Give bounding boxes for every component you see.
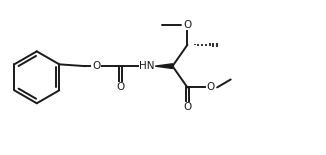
Text: HN: HN bbox=[139, 61, 154, 71]
Text: O: O bbox=[183, 20, 192, 30]
Text: O: O bbox=[207, 82, 215, 92]
Polygon shape bbox=[155, 64, 172, 69]
Text: O: O bbox=[183, 102, 192, 112]
Text: O: O bbox=[92, 61, 100, 71]
Text: O: O bbox=[116, 82, 125, 92]
